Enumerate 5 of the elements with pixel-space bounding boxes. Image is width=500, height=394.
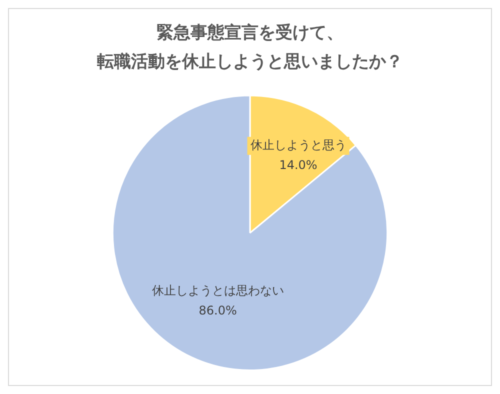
data-label: 86.0%: [198, 303, 237, 318]
data-label: 14.0%: [279, 158, 318, 172]
chart-title: 緊急事態宣言を受けて、転職活動を休止しようと思いましたか？: [96, 22, 403, 72]
slice-label: 休止しようと思う: [250, 138, 346, 152]
slice-label: 休止しようとは思わない: [152, 283, 284, 298]
